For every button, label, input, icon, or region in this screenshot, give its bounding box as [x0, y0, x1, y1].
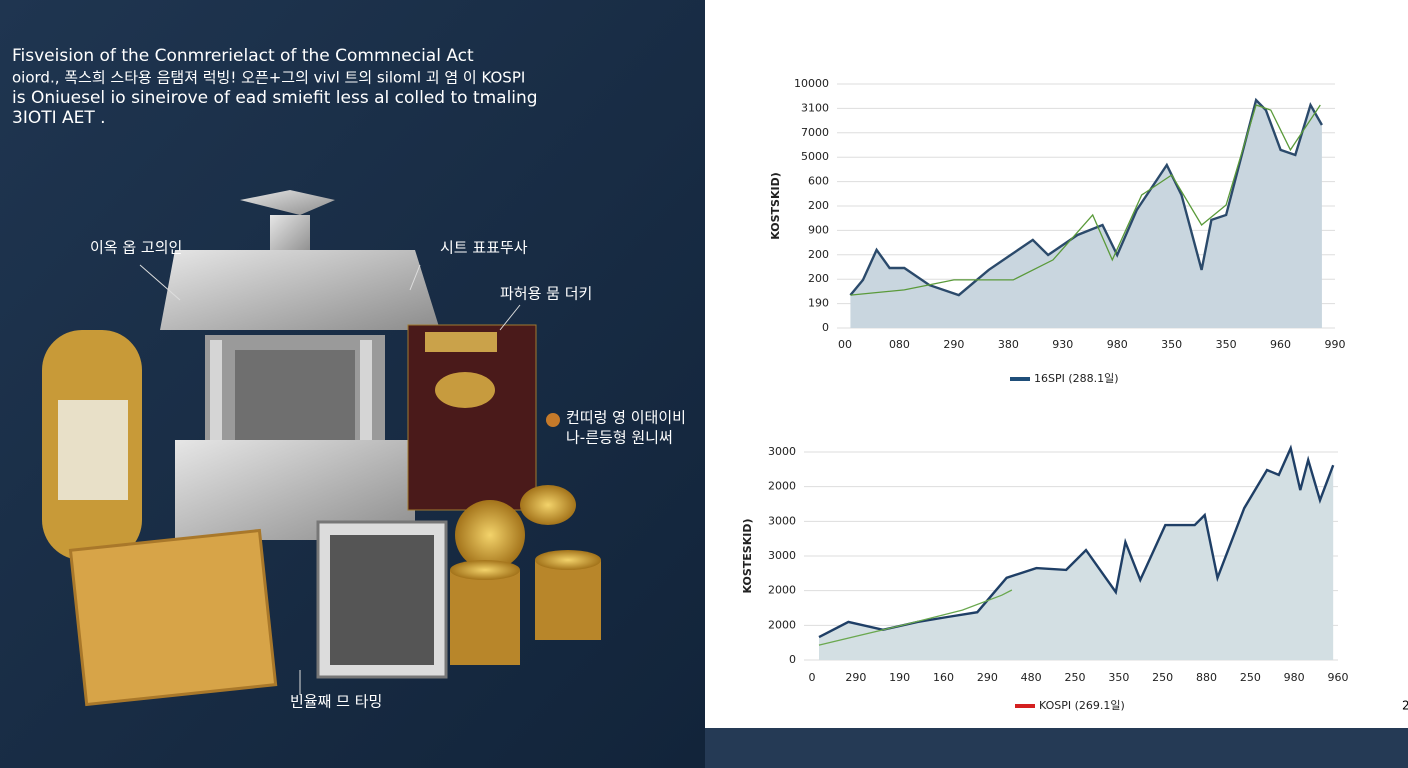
coins-illustration: [450, 485, 601, 665]
x-tick-label: 960: [1270, 338, 1291, 351]
shrine-illustration: [160, 190, 440, 540]
y-tick-label: 2000: [768, 480, 796, 493]
book-illustration: [407, 324, 537, 511]
x-tick-label: 00: [838, 338, 852, 351]
x-tick-label: 250: [1065, 671, 1086, 684]
callout-label: 나-른등형 원니써: [566, 429, 673, 447]
y-tick-label: 3000: [768, 549, 796, 562]
legend-swatch: [1015, 704, 1035, 708]
x-tick-label: 0: [809, 671, 816, 684]
callout-label: 빈율째 므 타밍: [290, 693, 382, 711]
page-number: 2: [1402, 699, 1408, 713]
title-line: 3IOTI AET .: [12, 108, 106, 128]
left-panel: Fisveision of the Conmrerielact of the C…: [12, 46, 686, 711]
title-line: oiord., 폭스희 스타용 음탬져 럭빙! 오픈+그의 vivl 트의 si…: [12, 69, 525, 87]
x-tick-label: 160: [933, 671, 954, 684]
x-tick-label: 960: [1328, 671, 1349, 684]
x-tick-label: 980: [1284, 671, 1305, 684]
x-tick-label: 350: [1216, 338, 1237, 351]
gold-plaque: [68, 528, 278, 707]
y-tick-label: 900: [808, 223, 829, 236]
y-tick-label: 3000: [768, 514, 796, 527]
x-tick-label: 290: [845, 671, 866, 684]
y-tick-label: 200: [808, 248, 829, 261]
series-line: [818, 589, 1013, 646]
series-line: [850, 104, 1321, 296]
x-tick-label: 990: [1325, 338, 1346, 351]
legend-label: 16SPI (288.1일): [1034, 371, 1119, 385]
y-tick-label: 0: [789, 653, 796, 666]
y-tick-label: 2000: [768, 584, 796, 597]
x-tick-label: 290: [943, 338, 964, 351]
footer-band: [705, 728, 1408, 768]
x-tick-label: 290: [977, 671, 998, 684]
x-tick-label: 480: [1021, 671, 1042, 684]
y-tick-label: 7000: [801, 126, 829, 139]
area: [819, 448, 1334, 660]
x-tick-label: 190: [889, 671, 910, 684]
callout-label: 파허용 뭄 더키: [500, 285, 592, 303]
series-line: [818, 444, 1335, 639]
y-axis-label: KOSTESKID): [741, 518, 754, 593]
y-tick-label: 0: [822, 321, 829, 334]
y-tick-label: 2000: [768, 618, 796, 631]
y-tick-label: 3000: [768, 445, 796, 458]
callout-label: 컨띠렁 영 이태이비: [566, 409, 686, 427]
callout-lines: [139, 264, 521, 695]
y-tick-label: 5000: [801, 150, 829, 163]
x-tick-label: 880: [1196, 671, 1217, 684]
legend-swatch: [1010, 377, 1030, 381]
x-tick-label: 250: [1152, 671, 1173, 684]
x-tick-label: 980: [1107, 338, 1128, 351]
x-tick-label: 080: [889, 338, 910, 351]
y-tick-label: 3100: [801, 101, 829, 114]
y-tick-label: 600: [808, 175, 829, 188]
x-tick-label: 380: [998, 338, 1019, 351]
photo: [330, 535, 434, 665]
ornament-illustration: [42, 330, 142, 560]
x-tick-label: 350: [1108, 671, 1129, 684]
callout-label: 시트 표표뚜사: [440, 239, 528, 257]
legend-label: KOSPI (269.1일): [1039, 698, 1125, 712]
y-tick-label: 200: [808, 272, 829, 285]
bullet: [546, 413, 560, 427]
title-line: Fisveision of the Conmrerielact of the C…: [12, 46, 474, 66]
y-tick-label: 200: [808, 199, 829, 212]
area: [850, 100, 1322, 328]
x-tick-label: 250: [1240, 671, 1261, 684]
y-tick-label: 190: [808, 297, 829, 310]
x-tick-label: 350: [1161, 338, 1182, 351]
callout-label: 이옥 옵 고의인: [90, 239, 182, 257]
title-line: is Oniuesel io sineirove of ead smiefit …: [12, 88, 538, 108]
y-tick-label: 10000: [794, 77, 829, 90]
x-tick-label: 930: [1052, 338, 1073, 351]
y-axis-label: KOSTSKID): [769, 172, 782, 240]
